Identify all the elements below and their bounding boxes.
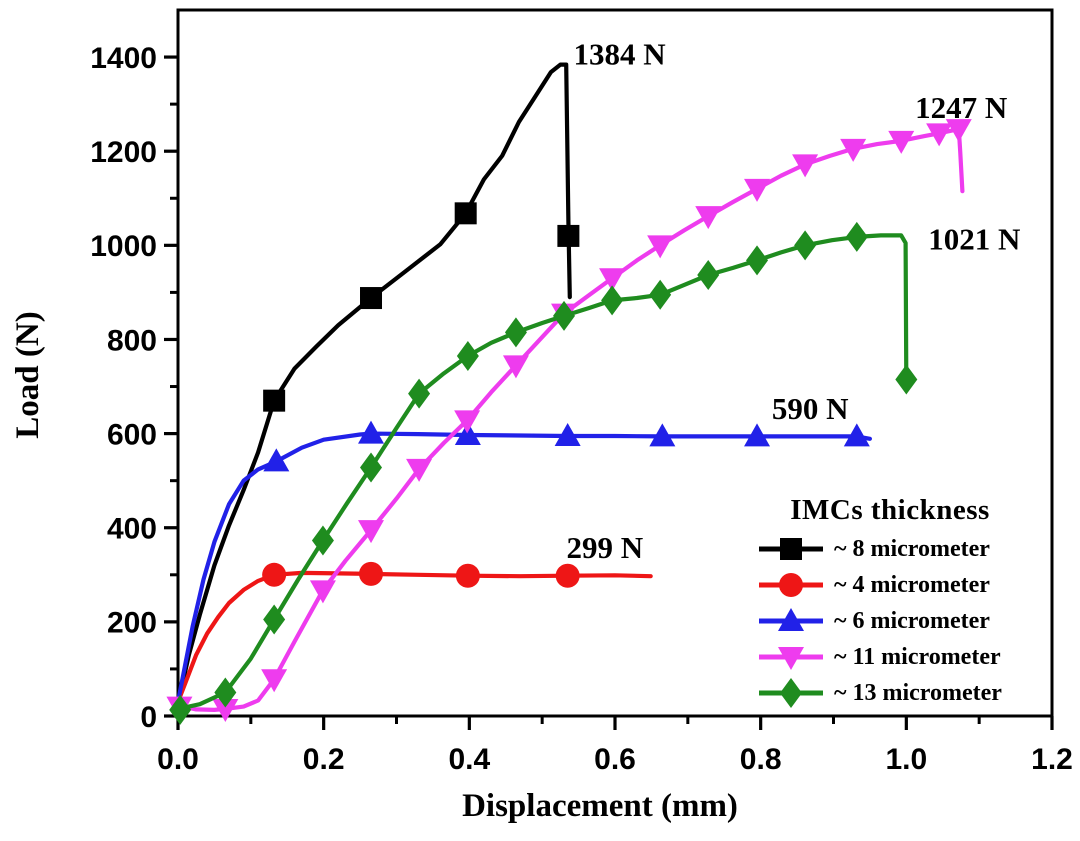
circle-marker-4-micrometer xyxy=(555,563,580,588)
legend-item-11-micrometer: ~ 11 micrometer xyxy=(750,639,1030,675)
annotations-group: 1384 N 1247 N 1021 N 590 N 299 N xyxy=(566,36,1020,564)
legend-label: ~ 4 micrometer xyxy=(834,571,990,598)
legend-triangle-down-icon xyxy=(759,647,823,670)
diamond-marker-13-micrometer xyxy=(360,452,383,483)
series-group xyxy=(166,62,972,725)
y-tick-label: 600 xyxy=(107,418,157,451)
triangle-down-marker-11-micrometer xyxy=(454,410,481,434)
series-line-8-micrometer xyxy=(175,62,572,707)
y-tick-label: 1400 xyxy=(90,42,157,75)
x-tick-label: 0.4 xyxy=(448,743,490,776)
triangle-up-marker-6-micrometer xyxy=(649,423,676,447)
triangle-down-marker-11-micrometer xyxy=(926,123,953,147)
legend-square-icon xyxy=(759,538,823,560)
y-tick-label: 200 xyxy=(107,607,157,640)
diamond-marker-13-micrometer xyxy=(263,604,286,635)
peak-annotation: 590 N xyxy=(772,391,849,426)
legend-item-13-micrometer: ~ 13 micrometer xyxy=(750,675,1030,711)
legend-diamond-icon xyxy=(759,678,823,708)
triangle-up-marker-6-micrometer xyxy=(554,422,581,446)
triangle-up-marker-6-micrometer xyxy=(358,420,385,444)
diamond-marker-13-micrometer xyxy=(553,300,576,331)
circle-marker-4-micrometer xyxy=(455,563,480,588)
diamond-marker-13-micrometer xyxy=(794,230,817,261)
axes: 0 200 400 600 800 1000 1200 1400 0.0 0.2 0.4 0.6 0.8… xyxy=(90,8,1073,776)
x-tick-label: 1.0 xyxy=(885,743,927,776)
triangle-up-marker-6-micrometer xyxy=(263,448,290,472)
legend-item-8-micrometer: ~ 8 micrometer xyxy=(750,531,1030,567)
legend-label: ~ 8 micrometer xyxy=(834,535,990,562)
legend-label: ~ 11 micrometer xyxy=(834,643,1001,670)
triangle-down-marker-11-micrometer xyxy=(406,458,433,482)
peak-annotation: 1384 N xyxy=(574,36,666,71)
x-tick-label: 0.8 xyxy=(740,743,782,776)
legend: IMCs thickness ~ 8 micrometer ~ 4 microme… xyxy=(750,494,1030,711)
square-marker-8-micrometer xyxy=(360,287,383,310)
diamond-marker-13-micrometer xyxy=(311,525,334,556)
circle-marker-4-micrometer xyxy=(262,562,287,587)
triangle-up-marker-6-micrometer xyxy=(744,423,771,447)
peak-annotation: 1021 N xyxy=(928,221,1020,256)
circle-marker-4-micrometer-legend xyxy=(779,573,803,597)
circle-marker-4-micrometer xyxy=(359,561,384,586)
triangle-up-marker-6-micrometer xyxy=(843,423,870,447)
triangle-down-marker-11-micrometer xyxy=(888,130,915,154)
legend-items: ~ 8 micrometer ~ 4 micrometer ~ 6 micromet… xyxy=(750,531,1030,711)
triangle-down-marker-11-micrometer xyxy=(840,138,867,162)
triangle-down-marker-11-micrometer xyxy=(261,669,288,693)
square-marker-8-micrometer-legend xyxy=(780,538,802,560)
diamond-marker-13-micrometer xyxy=(504,317,527,348)
triangle-down-marker-11-micrometer xyxy=(744,178,771,202)
diamond-marker-13-micrometer xyxy=(601,285,624,316)
peak-annotation: 1247 N xyxy=(915,90,1007,125)
triangle-up-marker-6-micrometer-legend xyxy=(778,608,804,631)
triangle-up-marker-6-micrometer xyxy=(454,422,481,446)
x-tick-label: 0.0 xyxy=(157,743,199,776)
diamond-marker-13-micrometer xyxy=(697,259,720,290)
triangle-down-marker-11-micrometer-legend xyxy=(778,647,804,670)
y-axis-title: Load (N) xyxy=(10,311,46,438)
legend-circle-icon xyxy=(759,573,823,597)
diamond-marker-13-micrometer xyxy=(169,694,192,725)
triangle-down-marker-11-micrometer xyxy=(945,119,972,143)
legend-item-4-micrometer: ~ 4 micrometer xyxy=(750,567,1030,603)
triangle-down-marker-11-micrometer xyxy=(599,268,626,292)
triangle-down-marker-11-micrometer xyxy=(695,206,722,230)
triangle-down-marker-11-micrometer xyxy=(212,698,239,722)
series-line-4-micrometer xyxy=(175,570,653,705)
diamond-marker-13-micrometer xyxy=(895,364,918,395)
diamond-marker-13-micrometer-legend xyxy=(780,678,802,708)
triangle-down-marker-11-micrometer xyxy=(647,235,674,259)
y-tick-label: 1200 xyxy=(90,136,157,169)
diamond-marker-13-micrometer xyxy=(746,245,769,276)
square-marker-8-micrometer xyxy=(263,389,286,412)
x-tick-label: 0.6 xyxy=(594,743,636,776)
square-marker-8-micrometer xyxy=(557,224,580,247)
triangle-down-marker-11-micrometer xyxy=(358,520,385,544)
square-marker-8-micrometer xyxy=(454,202,477,225)
x-axis-title: Displacement (mm) xyxy=(462,788,738,824)
legend-triangle-up-icon xyxy=(759,608,823,631)
y-tick-label: 800 xyxy=(107,324,157,357)
diamond-marker-13-micrometer xyxy=(456,340,479,371)
triangle-down-marker-11-micrometer xyxy=(502,355,529,379)
diamond-marker-13-micrometer xyxy=(214,677,237,708)
x-tick-label: 1.2 xyxy=(1031,743,1073,776)
peak-annotation: 299 N xyxy=(566,530,643,565)
diamond-marker-13-micrometer xyxy=(408,378,431,409)
x-tick-label: 0.2 xyxy=(303,743,345,776)
triangle-down-marker-11-micrometer xyxy=(309,580,336,604)
legend-label: ~ 13 micrometer xyxy=(834,679,1002,706)
triangle-down-marker-11-micrometer xyxy=(792,154,819,178)
y-tick-label: 1000 xyxy=(90,230,157,263)
diamond-marker-13-micrometer xyxy=(845,221,868,252)
y-tick-label: 0 xyxy=(140,701,157,734)
legend-label: ~ 6 micrometer xyxy=(834,607,990,634)
y-tick-label: 400 xyxy=(107,513,157,546)
legend-item-6-micrometer: ~ 6 micrometer xyxy=(750,603,1030,639)
diamond-marker-13-micrometer xyxy=(649,279,672,310)
legend-title: IMCs thickness xyxy=(790,494,990,526)
